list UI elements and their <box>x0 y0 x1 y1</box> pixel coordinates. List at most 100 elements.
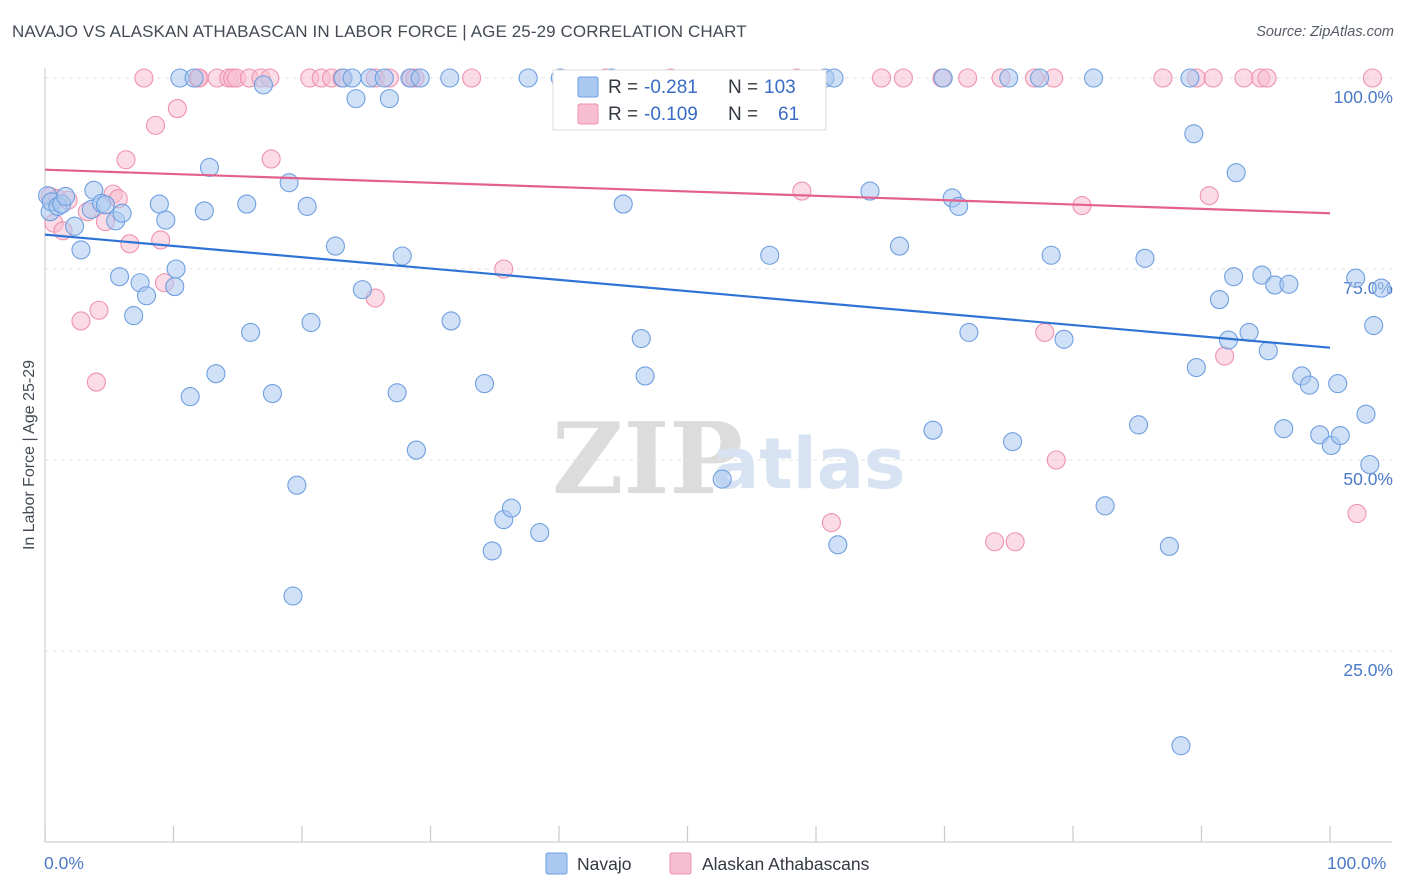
navajo-point <box>530 523 550 543</box>
stats-r-label-athabascan: R = <box>608 104 638 125</box>
navajo-point <box>1356 404 1376 424</box>
y-tick-labels: 25.0%50.0%75.0%100.0% <box>1334 87 1393 680</box>
athabascan-point <box>871 68 892 88</box>
navajo-point <box>184 68 204 88</box>
navajo-point <box>287 475 307 495</box>
athabascan-point <box>134 68 154 88</box>
athabascan-point <box>1199 186 1219 206</box>
navajo-point <box>1128 415 1149 435</box>
navajo-point <box>346 89 366 109</box>
legend-label-athabascan[interactable]: Alaskan Athabascans <box>702 854 870 874</box>
navajo-point <box>194 201 214 221</box>
navajo-point <box>999 68 1019 88</box>
navajo-point <box>1084 68 1104 88</box>
navajo-point <box>635 366 655 386</box>
athabascan-point <box>1215 346 1235 366</box>
athabascan-point <box>1035 322 1055 342</box>
navajo-point <box>342 68 362 88</box>
navajo-point <box>199 157 220 177</box>
athabascan-point <box>145 115 166 135</box>
athabascan-point <box>958 68 978 88</box>
navajo-point <box>1239 322 1259 342</box>
navajo-point <box>237 194 257 214</box>
athabascan-point <box>1234 68 1254 88</box>
navajo-point <box>112 203 132 223</box>
navajo-point <box>166 259 186 279</box>
navajo-point <box>1330 426 1350 446</box>
stats-box: R = -0.281 N = 103 R = -0.109 N = 61 <box>552 69 827 131</box>
navajo-point <box>283 586 303 606</box>
athabascan-point <box>261 149 281 169</box>
stats-swatch-athabascan <box>577 103 599 125</box>
navajo-point <box>1299 375 1319 395</box>
navajo-point <box>1184 124 1204 144</box>
athabascan-point <box>120 234 140 254</box>
athabascan-point <box>167 99 187 119</box>
stats-n-label-navajo: N = <box>728 77 758 98</box>
navajo-point <box>1135 248 1155 268</box>
x-ticks <box>44 826 1331 842</box>
navajo-point <box>1328 374 1348 394</box>
navajo-points <box>38 68 1391 756</box>
stats-r-value-navajo: -0.281 <box>644 77 698 98</box>
athabascan-point <box>1203 68 1223 88</box>
navajo-point <box>824 68 844 88</box>
navajo-point <box>1371 278 1391 298</box>
y-tick-label: 25.0% <box>1343 660 1393 680</box>
stats-n-value-navajo: 103 <box>764 77 796 98</box>
navajo-point <box>1360 455 1380 475</box>
navajo-point <box>760 245 780 265</box>
navajo-point <box>441 311 461 331</box>
navajo-point <box>1159 536 1179 556</box>
trend-lines <box>44 168 1331 349</box>
athabascan-point <box>89 300 109 320</box>
navajo-point <box>253 75 274 95</box>
navajo-point <box>860 181 880 201</box>
navajo-point <box>1003 432 1023 452</box>
athabascan-point <box>792 181 812 201</box>
navajo-point <box>474 374 495 394</box>
navajo-point <box>352 280 372 300</box>
navajo-point <box>301 312 321 333</box>
navajo-point <box>65 216 85 236</box>
navajo-point <box>959 322 979 342</box>
navajo-point <box>482 541 502 561</box>
navajo-point <box>923 420 943 440</box>
chart-title: NAVAJO VS ALASKAN ATHABASCAN IN LABOR FO… <box>12 22 747 41</box>
navajo-point <box>279 173 299 193</box>
navajo-point <box>1279 274 1299 294</box>
navajo-point <box>1258 341 1278 361</box>
navajo-point <box>180 387 200 407</box>
navajo-point <box>440 68 460 88</box>
navajo-point <box>124 306 144 326</box>
navajo-point <box>406 440 426 460</box>
legend: Navajo Alaskan Athabascans <box>545 852 870 875</box>
navajo-point <box>149 194 169 214</box>
x-tick-label-max: 100.0% <box>1327 853 1386 873</box>
navajo-point <box>71 240 91 260</box>
navajo-point <box>241 322 261 342</box>
navajo-point <box>1226 163 1246 183</box>
stats-swatch-navajo <box>577 76 599 98</box>
navajo-point <box>1252 265 1272 285</box>
athabascan-point <box>1362 68 1382 88</box>
source-label: Source: ZipAtlas.com <box>1256 24 1394 40</box>
y-tick-label: 100.0% <box>1334 87 1393 107</box>
navajo-point <box>1041 245 1061 265</box>
navajo-point <box>136 286 157 306</box>
athabascan-point <box>1257 68 1277 88</box>
navajo-point <box>156 210 176 230</box>
athabascan-point <box>1347 503 1367 524</box>
athabascan-point <box>462 68 482 88</box>
stats-r-label-navajo: R = <box>608 77 638 98</box>
navajo-point <box>1095 496 1115 516</box>
athabascan-point <box>1153 68 1173 88</box>
stats-r-value-athabascan: -0.109 <box>644 104 698 125</box>
navajo-point <box>1274 419 1294 439</box>
athabascan-trend-line <box>44 168 1331 215</box>
legend-swatch-navajo <box>545 852 568 875</box>
navajo-trend-line <box>44 233 1331 349</box>
navajo-point <box>1180 68 1200 88</box>
legend-label-navajo[interactable]: Navajo <box>577 854 631 874</box>
